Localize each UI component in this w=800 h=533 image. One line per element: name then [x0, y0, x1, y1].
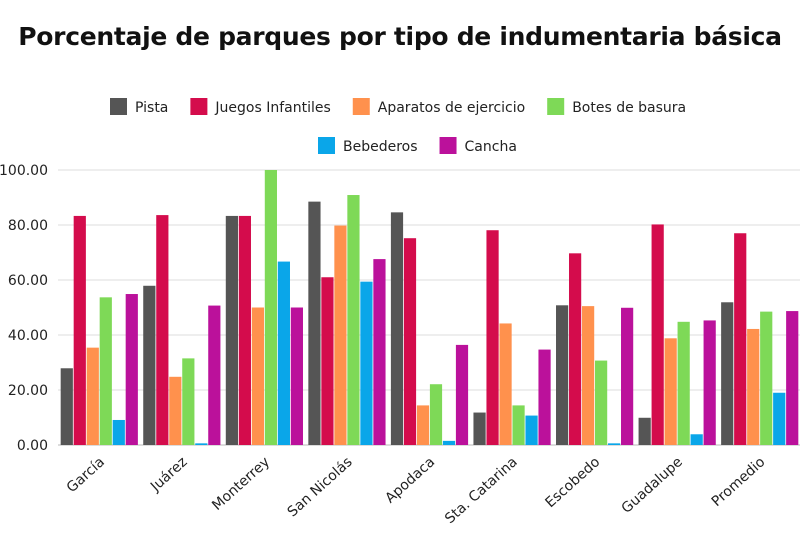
bar-juegos-infantiles [734, 233, 747, 445]
legend-swatch [110, 98, 127, 115]
bar-bebederos [773, 392, 786, 445]
bar-aparatos-de-ejercicio [747, 328, 760, 445]
bar-juegos-infantiles [321, 277, 334, 445]
legend-label: Bebederos [343, 139, 418, 155]
bar-aparatos-de-ejercicio [334, 225, 347, 445]
bar-juegos-infantiles [486, 230, 499, 445]
x-tick-label: Apodaca [382, 454, 438, 507]
bar-cancha [786, 311, 799, 445]
x-tick-label: Sta. Catarina [442, 454, 521, 527]
bar-bebederos [112, 419, 125, 445]
bar-cancha [290, 307, 303, 445]
bar-bebederos [525, 415, 538, 445]
bar-bebederos [195, 443, 208, 445]
x-tick-label: San Nicolás [285, 454, 356, 520]
bar-juegos-infantiles [238, 215, 251, 445]
bar-juegos-infantiles [403, 238, 417, 445]
bar-bebederos [690, 434, 703, 445]
y-tick-label: 100.00 [0, 163, 48, 179]
legend-label: Cancha [465, 139, 517, 155]
y-tick-label: 0.00 [17, 438, 48, 454]
legend-label: Juegos Infantiles [214, 100, 330, 116]
y-tick-label: 60.00 [8, 273, 48, 289]
legend-label: Botes de basura [572, 100, 686, 116]
legend-swatch [190, 98, 208, 115]
bar-bebederos [360, 281, 373, 445]
bar-aparatos-de-ejercicio [86, 347, 99, 445]
legend-swatch [547, 98, 565, 115]
bar-aparatos-de-ejercicio [416, 405, 430, 445]
legend-swatch [439, 137, 457, 154]
bar-cancha [538, 349, 551, 445]
bar-cancha [208, 305, 221, 445]
bar-pista [473, 412, 486, 445]
bar-cancha [373, 259, 386, 445]
bar-aparatos-de-ejercicio [499, 323, 512, 445]
bar-cancha [621, 307, 634, 445]
bar-botes-de-basura [677, 321, 690, 445]
legend-label: Aparatos de ejercicio [378, 100, 525, 116]
y-tick-label: 40.00 [8, 328, 48, 344]
legend-swatch [352, 98, 370, 115]
bar-pista [721, 302, 734, 445]
x-tick-label: Promedio [709, 454, 769, 510]
bar-pista [143, 285, 156, 445]
bar-aparatos-de-ejercicio [582, 306, 595, 445]
bar-bebederos [442, 440, 456, 445]
bar-bebederos [277, 261, 290, 445]
chart-title: Porcentaje de parques por tipo de indume… [18, 22, 782, 51]
bar-juegos-infantiles [73, 215, 86, 445]
bar-aparatos-de-ejercicio [169, 376, 182, 445]
bar-botes-de-basura [595, 360, 608, 445]
bar-aparatos-de-ejercicio [664, 338, 677, 445]
x-tick-label: Juárez [147, 454, 190, 495]
bar-botes-de-basura [760, 311, 773, 445]
bar-pista [225, 215, 238, 445]
y-tick-label: 80.00 [8, 218, 48, 234]
x-tick-label: Monterrey [209, 454, 273, 514]
bar-pista [390, 212, 404, 445]
legend-swatch [318, 137, 335, 154]
bar-bebederos [608, 443, 621, 445]
bar-botes-de-basura [99, 297, 112, 445]
bar-botes-de-basura [512, 405, 525, 445]
bar-cancha [455, 344, 469, 445]
x-tick-label: García [64, 454, 108, 496]
bar-cancha [703, 320, 716, 445]
bar-juegos-infantiles [651, 224, 664, 445]
bar-botes-de-basura [347, 195, 360, 445]
bar-juegos-infantiles [156, 215, 169, 445]
bar-botes-de-basura [182, 358, 195, 445]
bar-cancha [125, 294, 138, 445]
y-tick-label: 20.00 [8, 383, 48, 399]
bar-pista [556, 305, 569, 445]
bar-pista [638, 417, 651, 445]
bar-aparatos-de-ejercicio [251, 307, 264, 445]
bar-botes-de-basura [429, 384, 443, 445]
bar-botes-de-basura [264, 170, 277, 445]
x-tick-label: Guadalupe [619, 454, 686, 517]
bar-pista [60, 368, 73, 445]
bar-juegos-infantiles [569, 253, 582, 445]
legend-label: Pista [135, 100, 168, 116]
x-tick-label: Escobedo [543, 454, 604, 511]
bar-pista [308, 201, 321, 445]
